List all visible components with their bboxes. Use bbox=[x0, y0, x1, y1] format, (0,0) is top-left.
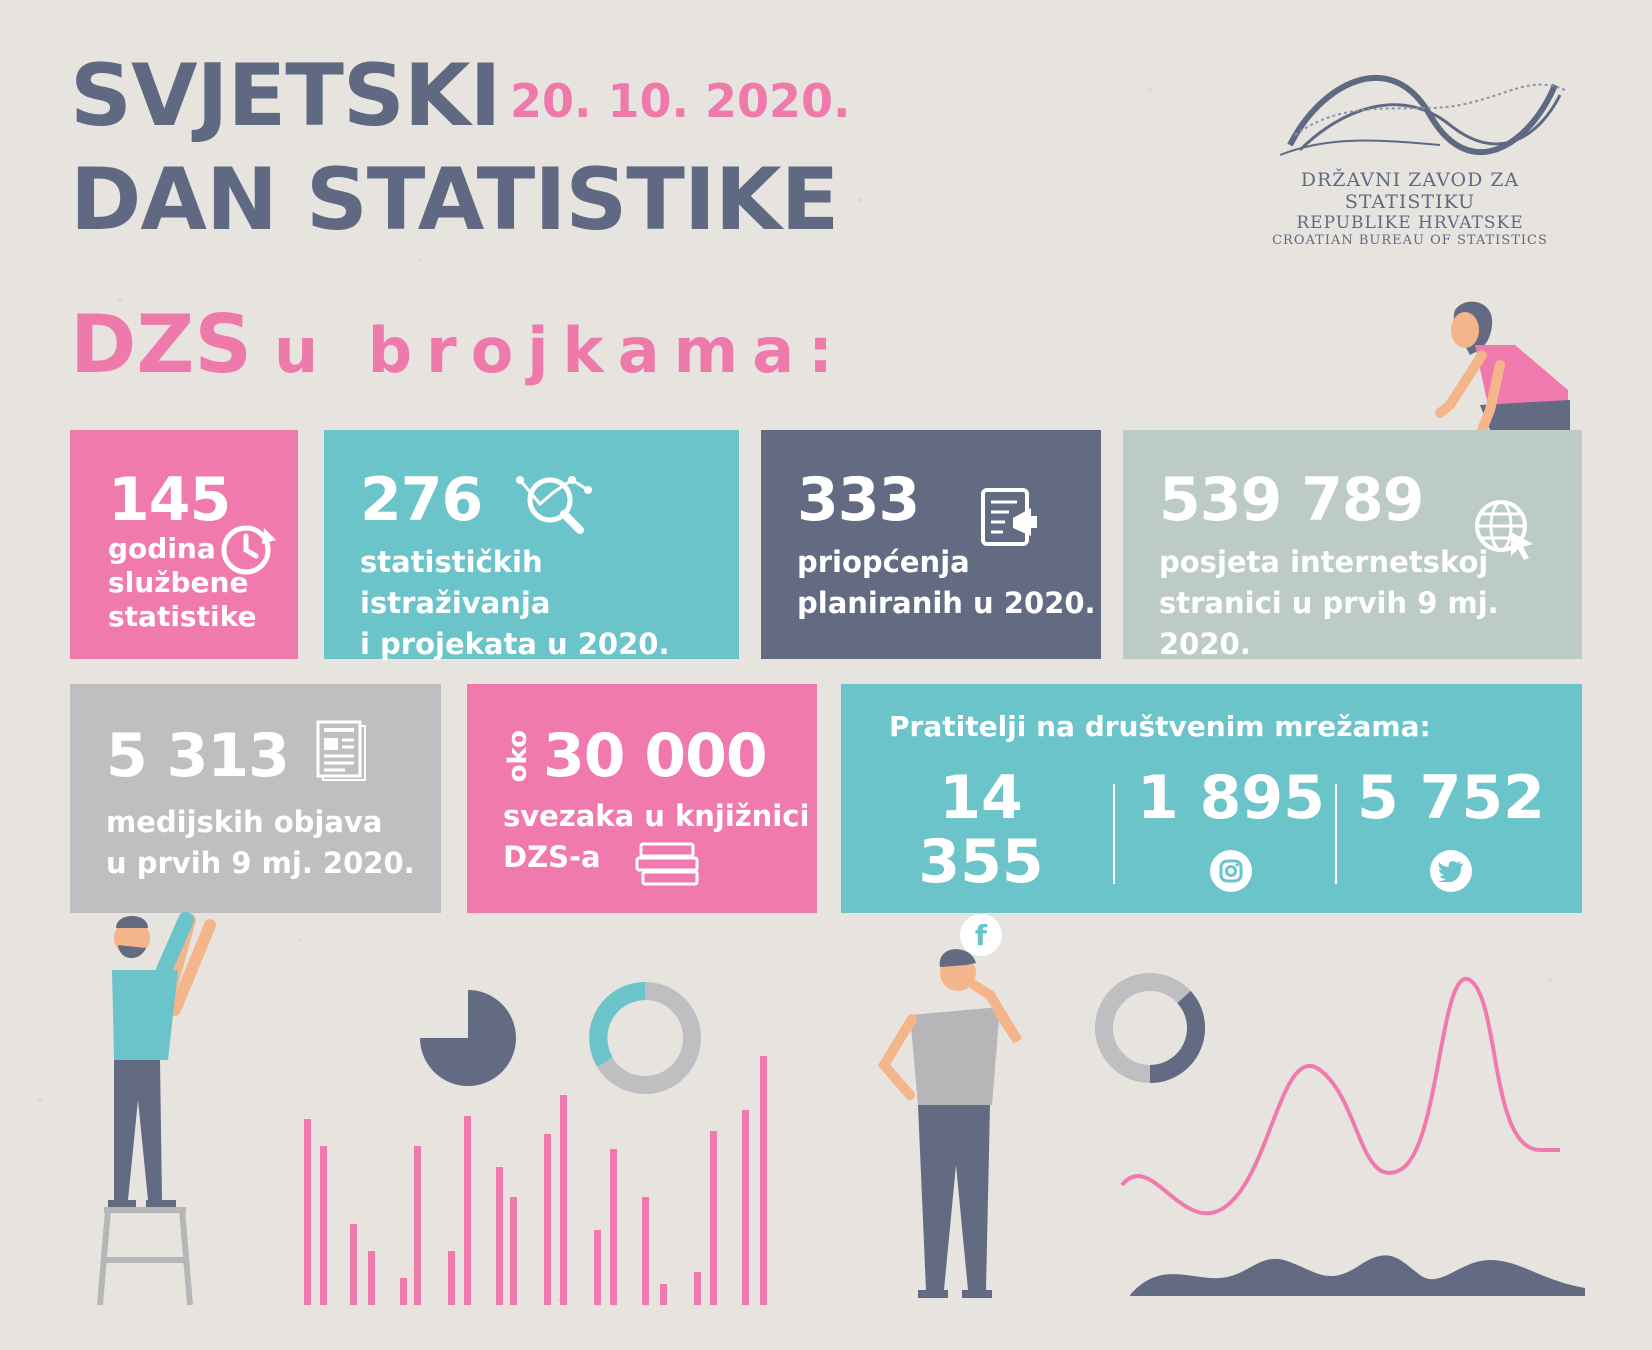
logo-text-line3: CROATIAN BUREAU OF STATISTICS bbox=[1272, 233, 1548, 248]
stat-box-visits: 539 789 posjeta internetskoj stranici u … bbox=[1123, 430, 1582, 661]
man-thinking-illustration bbox=[877, 949, 1023, 1298]
decor-bar bbox=[760, 1056, 767, 1305]
stat-library-value: 30 000 bbox=[543, 721, 768, 791]
stat-surveys-label: statističkih istraživanja i projekata u … bbox=[360, 542, 739, 665]
stat-years-label: godina službene statistike bbox=[108, 532, 298, 634]
stat-years-label-line3: statistike bbox=[108, 600, 257, 633]
stat-surveys-value: 276 bbox=[360, 465, 483, 535]
stat-visits-value: 539 789 bbox=[1159, 465, 1424, 535]
decor-bar bbox=[414, 1146, 421, 1305]
stat-box-library: oko 30 000 svezaka u knjižnici DZS-a bbox=[467, 684, 817, 913]
decorative-donut-chart bbox=[1095, 973, 1206, 1083]
woman-sitting-illustration bbox=[1435, 301, 1570, 435]
social-item-instagram: 1 895 bbox=[1121, 766, 1341, 892]
stat-library-prefix: oko bbox=[503, 729, 533, 783]
globe-cursor-icon bbox=[1473, 498, 1537, 562]
stat-box-releases: 333 priopćenja planiranih u 2020. bbox=[761, 430, 1101, 659]
stat-years-label-line2: službene bbox=[108, 566, 249, 599]
man-on-stepladder-illustration bbox=[97, 912, 216, 1306]
decor-bar bbox=[544, 1134, 551, 1305]
page-title-line2: DAN STATISTIKE bbox=[70, 150, 839, 250]
stat-releases-label: priopćenja planiranih u 2020. bbox=[797, 542, 1101, 624]
logo-text-line2: REPUBLIKE HRVATSKE bbox=[1296, 213, 1524, 233]
decor-bar bbox=[710, 1131, 717, 1305]
decor-bar bbox=[496, 1167, 503, 1305]
decor-bar bbox=[464, 1116, 471, 1305]
bureau-logo-mark-icon bbox=[1279, 74, 1566, 156]
decor-bar bbox=[350, 1224, 357, 1305]
decor-bar bbox=[560, 1095, 567, 1305]
decor-bar bbox=[594, 1230, 601, 1305]
stat-releases-value: 333 bbox=[797, 465, 920, 535]
decor-bar bbox=[400, 1278, 407, 1305]
social-facebook-value: 14 355 bbox=[918, 763, 1044, 897]
instagram-icon[interactable] bbox=[1210, 850, 1252, 892]
stat-media-label-line2: u prvih 9 mj. 2020. bbox=[106, 846, 415, 880]
stat-visits-label-line2: stranici u prvih 9 mj. 2020. bbox=[1159, 586, 1499, 661]
stat-surveys-label-line1: statističkih istraživanja bbox=[360, 545, 551, 620]
stat-media-label-line1: medijskih objava bbox=[106, 805, 383, 839]
facebook-icon[interactable]: f bbox=[960, 914, 1002, 956]
stat-visits-label: posjeta internetskoj stranici u prvih 9 … bbox=[1159, 542, 1582, 665]
decorative-bar-chart bbox=[304, 982, 767, 1305]
books-icon bbox=[635, 842, 701, 888]
decor-bar bbox=[742, 1110, 749, 1305]
page-title-line1: SVJETSKI bbox=[70, 46, 501, 146]
stat-years-value: 145 bbox=[108, 465, 231, 535]
logo-text-line1: DRŽAVNI ZAVOD ZA STATISTIKU bbox=[1300, 169, 1520, 213]
subtitle-rest: u brojkama: bbox=[274, 314, 847, 387]
subtitle-dzs: DZS bbox=[70, 298, 253, 391]
social-box: Pratitelji na društvenim mrežama: 14 355… bbox=[841, 684, 1582, 956]
decorative-line-and-area-chart bbox=[1120, 976, 1585, 1296]
decor-bar bbox=[510, 1197, 517, 1305]
event-date: 20. 10. 2020. bbox=[510, 74, 851, 128]
social-item-twitter: 5 752 bbox=[1341, 766, 1561, 892]
clock-refresh-icon bbox=[220, 522, 282, 578]
stat-years-label-line1: godina bbox=[108, 532, 216, 565]
stat-library-value-row: oko 30 000 bbox=[503, 724, 817, 788]
decor-bar bbox=[610, 1149, 617, 1305]
twitter-icon[interactable] bbox=[1430, 850, 1472, 892]
stat-box-surveys: 276 statističkih istraživanja i projekat… bbox=[324, 430, 739, 661]
magnifier-chart-icon bbox=[516, 470, 596, 536]
decor-bar bbox=[320, 1146, 327, 1305]
social-divider-2 bbox=[1335, 784, 1337, 884]
stat-releases-label-line2: planiranih u 2020. bbox=[797, 586, 1096, 620]
decor-bar bbox=[694, 1272, 701, 1305]
newspaper-icon bbox=[315, 720, 369, 784]
stat-library-label: svezaka u knjižnici DZS-a bbox=[503, 796, 817, 878]
stat-media-label: medijskih objava u prvih 9 mj. 2020. bbox=[106, 802, 441, 884]
social-twitter-value: 5 752 bbox=[1357, 763, 1545, 833]
stat-library-label-line2: DZS-a bbox=[503, 840, 601, 874]
social-item-facebook: 14 355 f bbox=[871, 766, 1091, 956]
decor-bar bbox=[642, 1197, 649, 1305]
social-heading: Pratitelji na društvenim mrežama: bbox=[889, 710, 1431, 743]
stat-box-media: 5 313 medijskih objava u prvih 9 mj. 202… bbox=[70, 684, 441, 913]
stat-box-years: 145 godina službene statistike bbox=[70, 430, 298, 659]
document-megaphone-icon bbox=[979, 486, 1041, 548]
decor-bar bbox=[448, 1251, 455, 1305]
stat-releases-label-line1: priopćenja bbox=[797, 545, 970, 579]
stat-visits-label-line1: posjeta internetskoj bbox=[1159, 545, 1489, 579]
social-instagram-value: 1 895 bbox=[1137, 763, 1325, 833]
decor-bar bbox=[368, 1251, 375, 1305]
decor-bar bbox=[660, 1284, 667, 1305]
subtitle: DZS u brojkama: bbox=[70, 300, 847, 390]
stat-surveys-label-line2: i projekata u 2020. bbox=[360, 627, 670, 661]
stat-library-label-line1: svezaka u knjižnici bbox=[503, 799, 810, 833]
decor-bar bbox=[304, 1119, 311, 1305]
bureau-logo: DRŽAVNI ZAVOD ZA STATISTIKU REPUBLIKE HR… bbox=[1240, 55, 1580, 248]
stat-media-value: 5 313 bbox=[106, 721, 290, 791]
social-divider-1 bbox=[1113, 784, 1115, 884]
